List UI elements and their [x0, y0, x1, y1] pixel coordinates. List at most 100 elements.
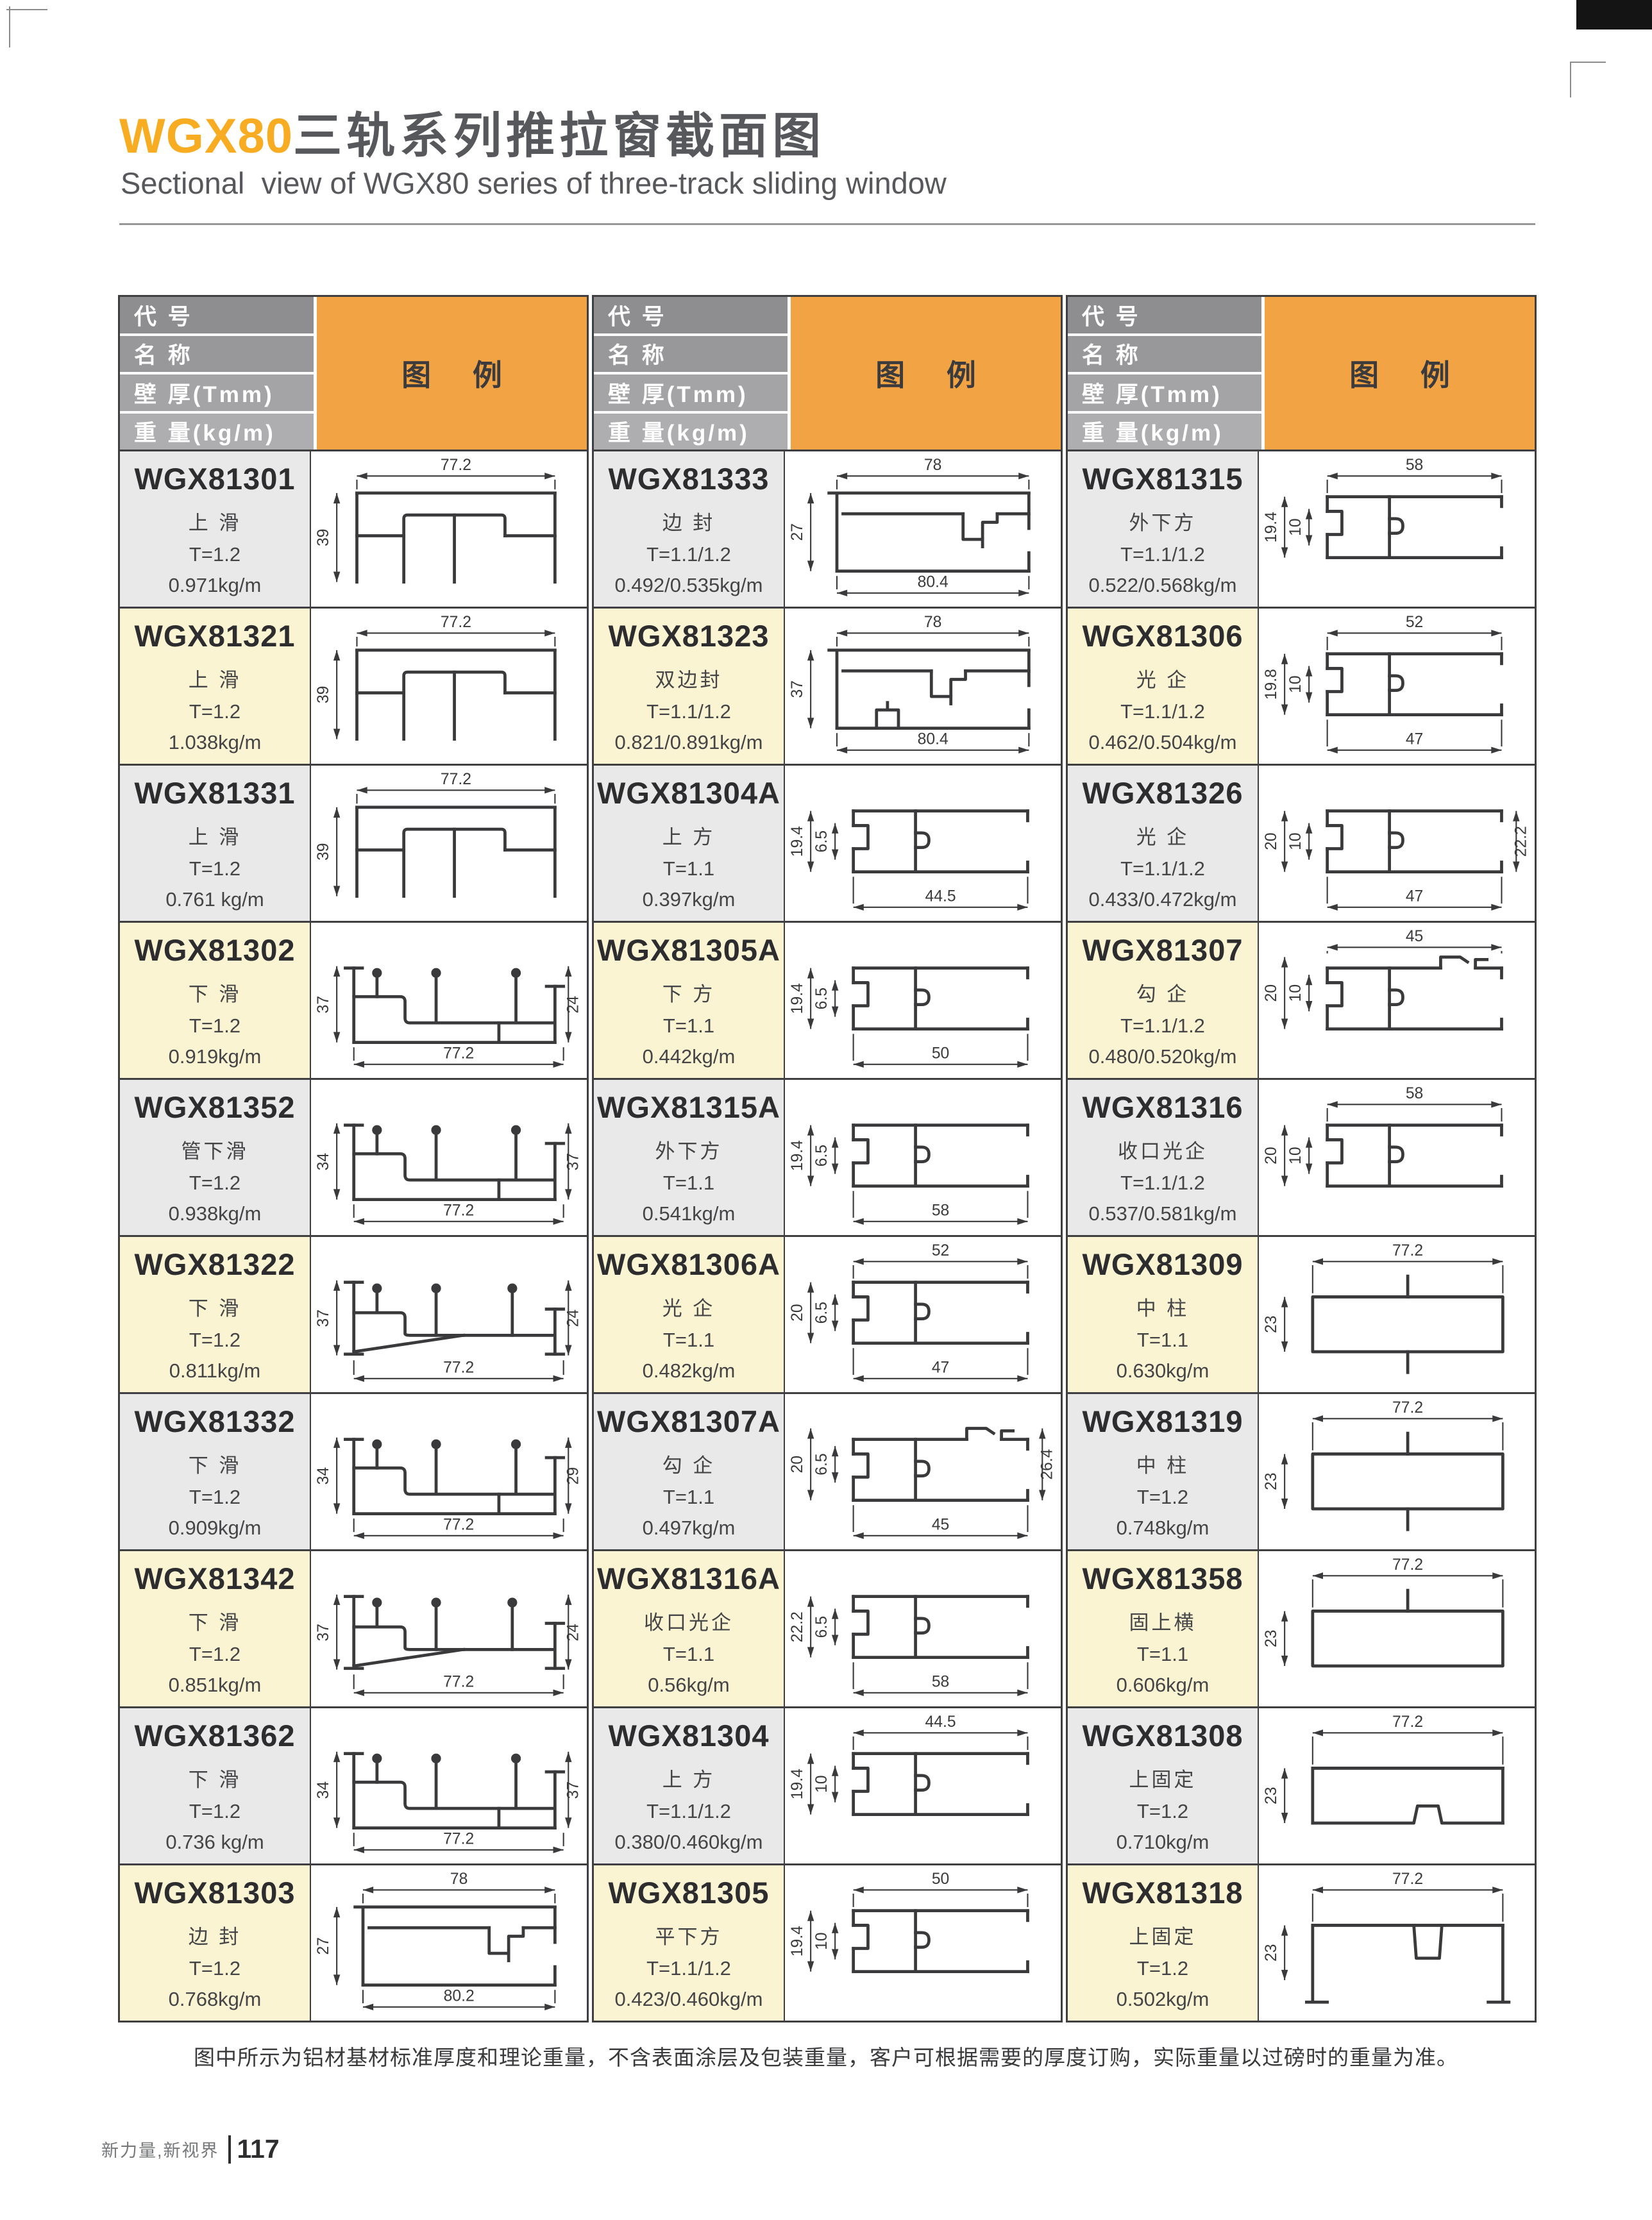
product-name: 上固定	[1129, 1926, 1197, 1948]
svg-text:39: 39	[315, 686, 332, 703]
profile-info-cell: WGX81326 光 企 T=1.1/1.2 0.433/0.472kg/m	[1068, 766, 1259, 921]
profile-drawing-cell: 78 27 80.2	[311, 1865, 587, 2021]
svg-text:52: 52	[932, 1242, 949, 1259]
profile-drawing: 50 19.4 10	[789, 1871, 1029, 1974]
profile-info-cell: WGX81323 双边封 T=1.1/1.2 0.821/0.891kg/m	[594, 609, 785, 764]
profile-drawing-cell: 37 24 77.2	[311, 923, 587, 1078]
product-weight: 0.397kg/m	[642, 888, 736, 911]
svg-text:27: 27	[789, 523, 806, 541]
group-rows: WGX81333 边 封 T=1.1/1.2 0.492/0.535kg/m 7…	[594, 451, 1061, 2021]
header-code-label: 代 号	[120, 297, 314, 333]
svg-text:10: 10	[1287, 675, 1304, 693]
svg-text:58: 58	[1406, 1085, 1423, 1102]
svg-text:10: 10	[1287, 984, 1304, 1002]
svg-text:6.5: 6.5	[813, 1616, 830, 1638]
profile-info-cell: WGX81301 上 滑 T=1.2 0.971kg/m	[120, 451, 311, 607]
product-name: 下 滑	[188, 1611, 242, 1634]
profile-row: WGX81307 勾 企 T=1.1/1.2 0.480/0.520kg/m 4…	[1068, 923, 1535, 1080]
profile-drawing: 19.4 6.5 44.5	[789, 809, 1029, 911]
profile-row: WGX81362 下 滑 T=1.2 0.736 kg/m 34 37 77.2	[120, 1708, 587, 1865]
profile-info-cell: WGX81309 中 柱 T=1.1 0.630kg/m	[1068, 1237, 1259, 1392]
product-weight: 0.768kg/m	[168, 1988, 262, 2010]
profile-info-cell: WGX81362 下 滑 T=1.2 0.736 kg/m	[120, 1708, 311, 1863]
product-thickness: T=1.2	[189, 543, 241, 566]
svg-text:77.2: 77.2	[443, 1830, 474, 1847]
svg-text:58: 58	[932, 1202, 949, 1219]
profile-drawing-cell: 20 6.5 26.4 45	[785, 1394, 1061, 1549]
profile-drawing-cell: 37 24 77.2	[311, 1551, 587, 1706]
profile-drawing-cell: 22.2 6.5 58	[785, 1551, 1061, 1706]
profile-drawing: 78 37 80.4	[789, 614, 1031, 754]
svg-text:78: 78	[924, 614, 941, 631]
product-thickness: T=1.1/1.2	[646, 543, 731, 566]
svg-text:77.2: 77.2	[1392, 1713, 1423, 1731]
product-weight: 0.748kg/m	[1116, 1517, 1210, 1539]
product-name: 光 企	[1136, 669, 1190, 691]
product-code: WGX81307	[1082, 933, 1243, 967]
header-thickness-label: 壁 厚(Tmm)	[120, 374, 314, 411]
svg-text:20: 20	[789, 1304, 806, 1321]
group-rows: WGX81315 外下方 T=1.1/1.2 0.522/0.568kg/m 5…	[1068, 451, 1535, 2021]
product-weight: 0.710kg/m	[1116, 1831, 1210, 1853]
product-thickness: T=1.2	[189, 700, 241, 723]
svg-text:6.5: 6.5	[813, 988, 830, 1009]
product-weight: 0.909kg/m	[168, 1517, 262, 1539]
profile-drawing: 77.2 23	[1263, 1556, 1504, 1668]
product-code: WGX81342	[134, 1561, 296, 1595]
svg-text:23: 23	[1263, 1629, 1280, 1647]
product-name: 双边封	[655, 669, 723, 691]
svg-text:19.8: 19.8	[1263, 669, 1280, 700]
profile-drawing: 77.2 23	[1263, 1871, 1511, 2004]
product-weight: 0.433/0.472kg/m	[1088, 888, 1237, 911]
svg-text:78: 78	[450, 1871, 468, 1888]
profile-drawing-cell: 77.2 39	[311, 451, 587, 607]
profile-info-cell: WGX81305 平下方 T=1.1/1.2 0.423/0.460kg/m	[594, 1865, 785, 2021]
profile-info-cell: WGX81352 管下滑 T=1.2 0.938kg/m	[120, 1080, 311, 1235]
group-header: 代 号 名 称 壁 厚(Tmm) 重 量(kg/m) 图 例	[594, 297, 1061, 451]
profile-row: WGX81305 平下方 T=1.1/1.2 0.423/0.460kg/m 5…	[594, 1865, 1061, 2021]
profile-drawing-cell: 34 29 77.2	[311, 1394, 587, 1549]
profile-info-cell: WGX81316 收口光企 T=1.1/1.2 0.537/0.581kg/m	[1068, 1080, 1259, 1235]
product-code: WGX81309	[1082, 1247, 1243, 1281]
crop-mark	[1570, 62, 1571, 97]
header-name-label: 名 称	[120, 335, 314, 372]
product-code: WGX81307A	[597, 1404, 780, 1438]
product-thickness: T=1.2	[189, 1014, 241, 1037]
svg-text:78: 78	[924, 457, 941, 474]
product-code: WGX81316A	[597, 1561, 780, 1595]
svg-text:19.4: 19.4	[789, 1140, 806, 1171]
product-code: WGX81305A	[597, 933, 780, 967]
profile-drawing-cell: 77.2 39	[311, 766, 587, 921]
product-name: 上 方	[662, 1769, 716, 1791]
title-divider	[119, 223, 1535, 225]
profile-row: WGX81308 上固定 T=1.2 0.710kg/m 77.2 23	[1068, 1708, 1535, 1865]
profile-drawing-cell: 19.4 6.5 58	[785, 1080, 1061, 1235]
product-name: 下 滑	[188, 983, 242, 1005]
product-thickness: T=1.2	[189, 1643, 241, 1665]
product-name: 外下方	[655, 1140, 723, 1163]
product-weight: 0.919kg/m	[168, 1045, 262, 1068]
svg-text:77.2: 77.2	[441, 614, 471, 631]
profile-drawing-cell: 58 20 10	[1259, 1080, 1535, 1235]
product-code: WGX81306A	[597, 1247, 780, 1281]
header-weight-label: 重 量(kg/m)	[594, 413, 788, 450]
header-legend-label: 图 例	[317, 297, 587, 450]
product-weight: 0.380/0.460kg/m	[614, 1831, 763, 1853]
svg-text:19.4: 19.4	[1263, 512, 1280, 542]
profile-drawing-cell: 77.2 23	[1259, 1865, 1535, 2021]
product-weight: 0.442kg/m	[642, 1045, 736, 1068]
product-name: 平下方	[655, 1926, 723, 1948]
svg-text:10: 10	[813, 1932, 830, 1949]
profile-row: WGX81352 管下滑 T=1.2 0.938kg/m 34 37 77.2	[120, 1080, 587, 1237]
svg-text:34: 34	[315, 1781, 332, 1799]
profile-drawing: 77.2 23	[1263, 1713, 1504, 1825]
product-name: 勾 企	[662, 1454, 716, 1477]
product-thickness: T=1.1/1.2	[646, 1957, 731, 1980]
profile-drawing-cell: 44.5 19.4 10	[785, 1708, 1061, 1863]
product-code: WGX81318	[1082, 1876, 1243, 1910]
svg-text:50: 50	[932, 1045, 949, 1062]
header-weight-label: 重 量(kg/m)	[1068, 413, 1261, 450]
profile-row: WGX81319 中 柱 T=1.2 0.748kg/m 77.2 23	[1068, 1394, 1535, 1551]
product-weight: 0.462/0.504kg/m	[1088, 731, 1237, 753]
svg-text:19.4: 19.4	[789, 983, 806, 1014]
